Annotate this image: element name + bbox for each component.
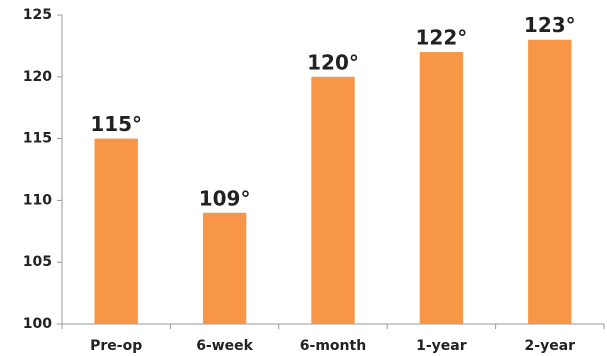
y-tick-label: 110 bbox=[23, 192, 52, 208]
data-label: 123° bbox=[524, 13, 576, 37]
x-tick-label: 6-week bbox=[196, 338, 253, 354]
data-label: 109° bbox=[199, 186, 251, 210]
x-tick-label: 1-year bbox=[416, 338, 467, 354]
data-label: 120° bbox=[307, 50, 359, 74]
data-label: 122° bbox=[416, 26, 468, 50]
y-tick-label: 120 bbox=[23, 69, 52, 85]
bar bbox=[202, 212, 247, 324]
y-tick-label: 105 bbox=[23, 254, 52, 270]
x-tick-label: 6-month bbox=[300, 338, 366, 354]
x-tick-label: 2-year bbox=[525, 338, 576, 354]
bar bbox=[528, 39, 572, 324]
bar bbox=[311, 76, 355, 324]
y-tick-label: 125 bbox=[23, 7, 52, 23]
y-tick-label: 115 bbox=[23, 131, 52, 147]
bar bbox=[94, 138, 138, 324]
data-label: 115° bbox=[90, 112, 142, 136]
x-tick-label: Pre-op bbox=[90, 338, 142, 354]
y-tick-label: 100 bbox=[23, 316, 52, 332]
bar bbox=[419, 52, 464, 325]
